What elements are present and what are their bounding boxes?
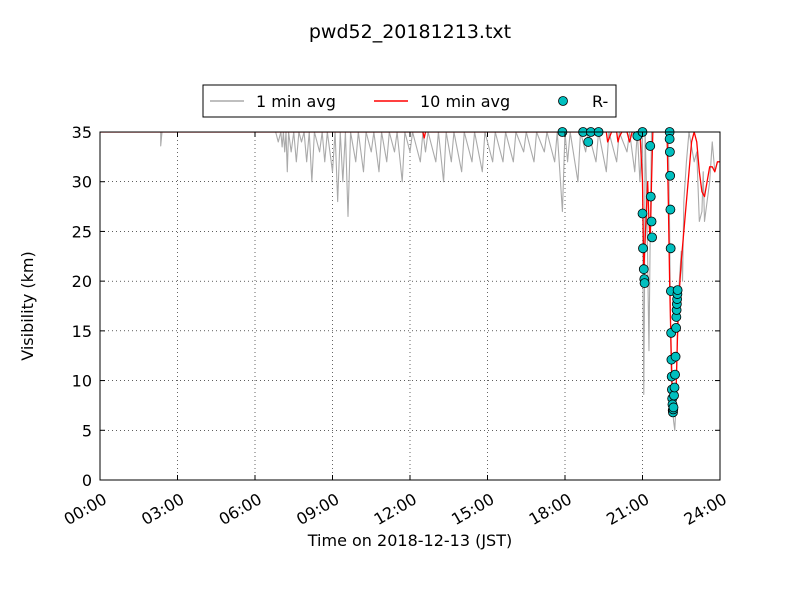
rain-marker xyxy=(670,351,681,362)
rain-marker xyxy=(647,232,657,243)
marker-layer xyxy=(557,127,683,418)
legend-swatch-rain xyxy=(558,96,568,106)
y-axis-title: Visibility (km) xyxy=(18,251,37,360)
chart-title: pwd52_20181213.txt xyxy=(309,21,511,43)
rain-marker xyxy=(665,204,676,215)
rain-marker xyxy=(664,134,675,144)
rain-marker xyxy=(583,137,594,147)
rain-marker xyxy=(645,191,656,202)
y-tick-label: 15 xyxy=(72,322,92,341)
rain-marker xyxy=(646,216,657,227)
grid-lines xyxy=(100,132,720,480)
rain-marker xyxy=(665,243,676,254)
legend: 1 min avg 10 min avg R- xyxy=(202,84,617,118)
rain-marker xyxy=(638,243,648,254)
rain-marker xyxy=(665,170,676,181)
rain-marker xyxy=(637,208,648,219)
rain-marker xyxy=(668,402,679,413)
rain-marker xyxy=(645,141,656,151)
x-axis-title: Time on 2018-12-13 (JST) xyxy=(307,531,512,550)
y-tick-label: 35 xyxy=(72,123,92,142)
rain-marker xyxy=(669,382,680,393)
legend-label-10min: 10 min avg xyxy=(420,92,510,111)
rain-marker xyxy=(664,146,675,157)
legend-box xyxy=(202,84,617,118)
y-tick-label: 0 xyxy=(82,471,92,490)
rain-marker xyxy=(670,369,680,380)
y-tick-label: 5 xyxy=(82,421,92,440)
y-tick-labels: 0 5 10 15 20 25 30 35 xyxy=(72,123,92,490)
y-tick-label: 25 xyxy=(72,222,92,241)
y-tick-label: 30 xyxy=(72,173,92,192)
legend-label-rain: R- xyxy=(592,92,608,111)
rain-marker xyxy=(638,264,649,275)
plot-area: 00:00 03:00 06:00 09:00 12:00 15:00 18:00 21:00… xyxy=(61,123,730,529)
tick-marks xyxy=(99,131,721,481)
rain-marker xyxy=(672,285,683,295)
rain-marker xyxy=(671,322,681,333)
y-tick-label: 10 xyxy=(72,372,92,391)
legend-label-1min: 1 min avg xyxy=(256,92,336,111)
y-tick-label: 20 xyxy=(72,272,92,291)
plot-background xyxy=(100,132,720,480)
rain-marker xyxy=(639,278,650,289)
series-10min-avg-line xyxy=(100,132,720,412)
